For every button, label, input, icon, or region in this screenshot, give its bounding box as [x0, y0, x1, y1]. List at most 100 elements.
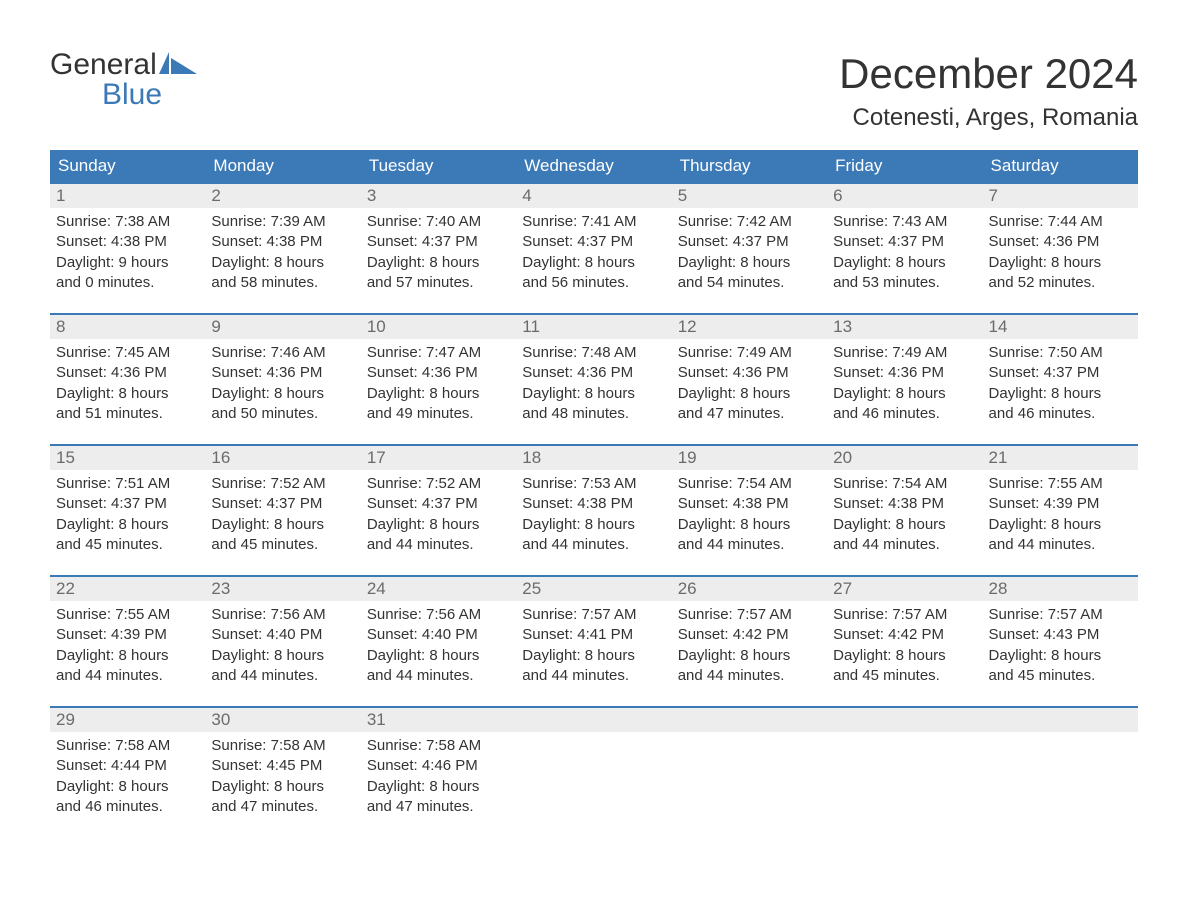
day-number-text: 8 — [56, 317, 65, 336]
day-sunrise: Sunrise: 7:38 AM — [56, 212, 199, 232]
logo-text-top: General — [50, 50, 157, 80]
day-sunrise: Sunrise: 7:44 AM — [989, 212, 1132, 232]
week-row: 29Sunrise: 7:58 AMSunset: 4:44 PMDayligh… — [50, 706, 1138, 823]
day-sunrise: Sunrise: 7:52 AM — [367, 474, 510, 494]
day-sunset: Sunset: 4:36 PM — [56, 363, 199, 383]
day-number-text: 12 — [678, 317, 697, 336]
day-cell — [983, 708, 1138, 823]
day-sunrise: Sunrise: 7:52 AM — [211, 474, 354, 494]
day-dl1: Daylight: 8 hours — [522, 646, 665, 666]
day-body: Sunrise: 7:57 AMSunset: 4:42 PMDaylight:… — [672, 601, 827, 692]
day-sunrise: Sunrise: 7:46 AM — [211, 343, 354, 363]
day-sunrise: Sunrise: 7:51 AM — [56, 474, 199, 494]
day-sunset: Sunset: 4:36 PM — [211, 363, 354, 383]
day-sunset: Sunset: 4:37 PM — [989, 363, 1132, 383]
day-body: Sunrise: 7:57 AMSunset: 4:41 PMDaylight:… — [516, 601, 671, 692]
day-dl2: and 46 minutes. — [56, 797, 199, 817]
day-number: 3 — [361, 184, 516, 208]
week-row: 15 Sunrise: 7:51 AM Sunset: 4:37 PM Dayligh… — [50, 444, 1138, 561]
day-number: 30 — [205, 708, 360, 732]
day-dl2: and 44 minutes. — [211, 666, 354, 686]
day-number: 16 — [205, 446, 360, 470]
day-number-text: 13 — [833, 317, 852, 336]
day-dl1: Daylight: 8 hours — [211, 777, 354, 797]
day-dl2: and 46 minutes. — [989, 404, 1132, 424]
logo: General Blue — [50, 50, 197, 110]
day-dl2: and 44 minutes. — [989, 535, 1132, 555]
day-number — [672, 708, 827, 732]
day-number-text: 2 — [211, 186, 220, 205]
day-sunset: Sunset: 4:46 PM — [367, 756, 510, 776]
day-dl1: Daylight: 8 hours — [678, 646, 821, 666]
day-sunrise: Sunrise: 7:55 AM — [989, 474, 1132, 494]
day-body: Sunrise: 7:50 AMSunset: 4:37 PMDaylight:… — [983, 339, 1138, 430]
logo-text-bottom: Blue — [50, 80, 197, 110]
day-cell: 1Sunrise: 7:38 AMSunset: 4:38 PMDaylight… — [50, 184, 205, 299]
day-sunset: Sunset: 4:36 PM — [833, 363, 976, 383]
day-dl2: and 58 minutes. — [211, 273, 354, 293]
day-cell: 17Sunrise: 7:52 AMSunset: 4:37 PMDayligh… — [361, 446, 516, 561]
day-sunset: Sunset: 4:44 PM — [56, 756, 199, 776]
day-body: Sunrise: 7:52 AMSunset: 4:37 PMDaylight:… — [361, 470, 516, 561]
day-sunset: Sunset: 4:36 PM — [367, 363, 510, 383]
day-dl2: and 56 minutes. — [522, 273, 665, 293]
day-number: 15 — [50, 446, 205, 470]
day-number-text: 16 — [211, 448, 230, 467]
day-sunrise: Sunrise: 7:54 AM — [678, 474, 821, 494]
day-number-text: 25 — [522, 579, 541, 598]
day-number: 17 — [361, 446, 516, 470]
month-title: December 2024 — [839, 50, 1138, 98]
day-sunset: Sunset: 4:36 PM — [522, 363, 665, 383]
day-cell: 12Sunrise: 7:49 AMSunset: 4:36 PMDayligh… — [672, 315, 827, 430]
day-dl1: Daylight: 8 hours — [56, 515, 199, 535]
day-body: Sunrise: 7:48 AMSunset: 4:36 PMDaylight:… — [516, 339, 671, 430]
day-cell — [516, 708, 671, 823]
day-body: Sunrise: 7:54 AMSunset: 4:38 PMDaylight:… — [672, 470, 827, 561]
day-number-text: 9 — [211, 317, 220, 336]
day-number-text: 19 — [678, 448, 697, 467]
day-dl1: Daylight: 8 hours — [367, 646, 510, 666]
day-number-text: 30 — [211, 710, 230, 729]
weekday-header: Tuesday — [361, 150, 516, 182]
day-dl1: Daylight: 8 hours — [678, 253, 821, 273]
day-body: Sunrise: 7:53 AMSunset: 4:38 PMDaylight:… — [516, 470, 671, 561]
day-sunset: Sunset: 4:38 PM — [211, 232, 354, 252]
day-sunrise: Sunrise: 7:48 AM — [522, 343, 665, 363]
day-dl1: Daylight: 8 hours — [522, 253, 665, 273]
day-body: Sunrise: 7:46 AMSunset: 4:36 PMDaylight:… — [205, 339, 360, 430]
day-cell: 10Sunrise: 7:47 AMSunset: 4:36 PMDayligh… — [361, 315, 516, 430]
day-dl2: and 53 minutes. — [833, 273, 976, 293]
day-number: 14 — [983, 315, 1138, 339]
day-cell: 6Sunrise: 7:43 AMSunset: 4:37 PMDaylight… — [827, 184, 982, 299]
day-number-text: 28 — [989, 579, 1008, 598]
day-number: 26 — [672, 577, 827, 601]
day-sunset: Sunset: 4:40 PM — [367, 625, 510, 645]
day-sunrise: Sunrise: 7:45 AM — [56, 343, 199, 363]
day-cell: 24Sunrise: 7:56 AMSunset: 4:40 PMDayligh… — [361, 577, 516, 692]
day-cell: 19 Sunrise: 7:54 AMSunset: 4:38 PMDayligh… — [672, 446, 827, 561]
day-sunset: Sunset: 4:37 PM — [367, 494, 510, 514]
day-body: Sunrise: 7:52 AMSunset: 4:37 PMDaylight:… — [205, 470, 360, 561]
day-dl1: Daylight: 8 hours — [989, 384, 1132, 404]
day-sunset: Sunset: 4:38 PM — [678, 494, 821, 514]
day-cell: 13Sunrise: 7:49 AMSunset: 4:36 PMDayligh… — [827, 315, 982, 430]
day-number-text: 7 — [989, 186, 998, 205]
day-sunset: Sunset: 4:37 PM — [211, 494, 354, 514]
day-dl1: Daylight: 8 hours — [56, 777, 199, 797]
day-dl2: and 45 minutes. — [989, 666, 1132, 686]
day-cell: 7Sunrise: 7:44 AMSunset: 4:36 PMDaylight… — [983, 184, 1138, 299]
day-number: 23 — [205, 577, 360, 601]
day-cell: 28Sunrise: 7:57 AMSunset: 4:43 PMDayligh… — [983, 577, 1138, 692]
day-dl2: and 45 minutes. — [833, 666, 976, 686]
day-dl1: Daylight: 8 hours — [211, 384, 354, 404]
day-cell: 22Sunrise: 7:55 AMSunset: 4:39 PMDayligh… — [50, 577, 205, 692]
day-dl1: Daylight: 8 hours — [678, 384, 821, 404]
day-dl1: Daylight: 8 hours — [989, 515, 1132, 535]
day-number: 25 — [516, 577, 671, 601]
day-dl2: and 44 minutes. — [367, 666, 510, 686]
day-number: 8 — [50, 315, 205, 339]
day-dl1: Daylight: 8 hours — [833, 646, 976, 666]
day-sunset: Sunset: 4:37 PM — [367, 232, 510, 252]
day-dl2: and 44 minutes. — [367, 535, 510, 555]
day-sunset: Sunset: 4:38 PM — [56, 232, 199, 252]
